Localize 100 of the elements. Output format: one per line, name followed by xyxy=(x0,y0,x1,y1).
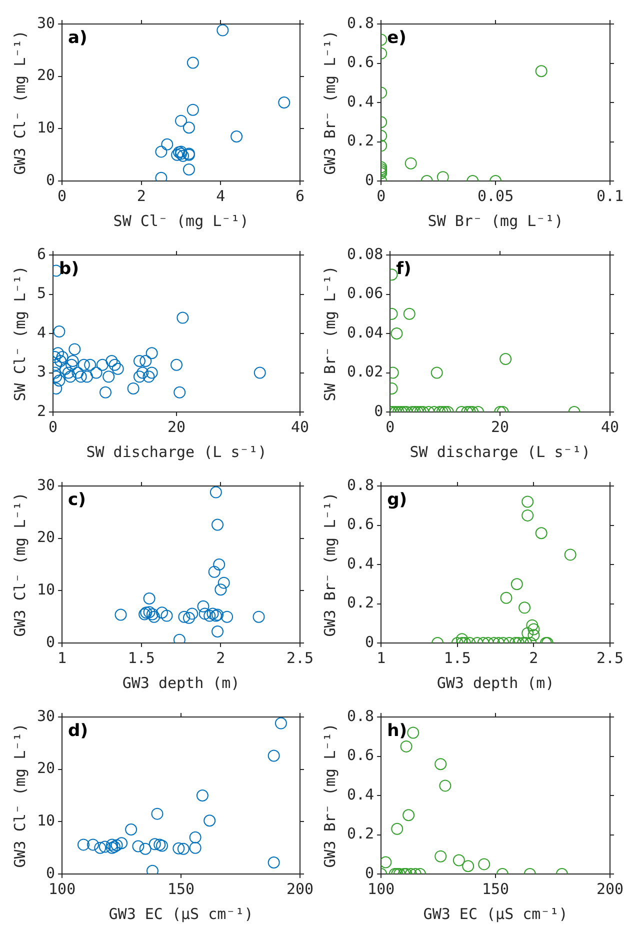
point xyxy=(66,354,79,367)
point xyxy=(268,750,280,762)
y-tick-label: 0.06 xyxy=(347,284,384,302)
x-tick-label: 150 xyxy=(167,880,195,898)
point xyxy=(68,343,81,356)
y-tick-label: 0.8 xyxy=(347,476,374,494)
point xyxy=(178,610,190,623)
x-tick-label: 0 xyxy=(58,186,67,205)
y-tick-label: 0.2 xyxy=(347,132,374,150)
point xyxy=(182,163,195,176)
point xyxy=(434,758,447,770)
point xyxy=(214,584,227,596)
x-tick-label: 40 xyxy=(290,418,310,436)
x-tick-label: 1.5 xyxy=(444,648,471,667)
point xyxy=(114,608,127,621)
y-axis-title: GW3 Br⁻ (mg L⁻¹) xyxy=(320,723,339,868)
point xyxy=(100,386,112,398)
point xyxy=(84,358,96,371)
point xyxy=(80,370,93,383)
point xyxy=(522,509,534,522)
y-tick-label: 20 xyxy=(37,66,56,84)
point xyxy=(182,612,195,624)
point xyxy=(94,842,106,854)
point xyxy=(110,839,123,852)
point xyxy=(390,328,403,340)
point xyxy=(197,600,210,612)
point xyxy=(171,148,184,161)
point xyxy=(564,548,576,561)
y-axis-title: GW3 Br⁻ (mg L⁻¹) xyxy=(320,30,339,175)
y-tick-label: 0.02 xyxy=(347,362,384,381)
x-tick-label: 200 xyxy=(286,880,314,898)
point xyxy=(216,24,229,36)
x-axis-title: SW discharge (L s⁻¹) xyxy=(86,442,267,461)
y-tick-label: 0 xyxy=(46,632,56,651)
annotation: f) xyxy=(396,258,412,279)
x-tick-label: 2 xyxy=(216,648,226,667)
point xyxy=(90,366,102,379)
y-tick-label: 3 xyxy=(37,362,46,381)
point xyxy=(148,610,160,623)
x-tick-label: 150 xyxy=(482,880,510,898)
x-tick-label: 2 xyxy=(136,186,146,205)
y-tick-label: 0.4 xyxy=(347,92,374,110)
y-tick-label: 4 xyxy=(37,323,46,342)
x-axis-title: GW3 EC (µS cm⁻¹) xyxy=(108,904,254,923)
x-tick-label: 4 xyxy=(216,186,226,205)
point xyxy=(204,610,216,622)
point xyxy=(186,104,199,116)
y-tick-label: 20 xyxy=(37,759,56,778)
x-tick-label: 0.1 xyxy=(596,186,624,205)
point xyxy=(53,374,66,387)
point xyxy=(204,814,216,827)
point xyxy=(66,358,78,371)
point xyxy=(189,842,202,854)
annotation: e) xyxy=(387,28,406,48)
point xyxy=(78,358,90,371)
annotation: c) xyxy=(68,490,86,510)
y-tick-label: 0.6 xyxy=(347,515,374,534)
point xyxy=(176,312,189,324)
y-tick-label: 0.8 xyxy=(347,14,374,32)
point xyxy=(140,354,152,367)
point xyxy=(208,566,220,578)
annotation: d) xyxy=(68,720,88,741)
point xyxy=(213,558,226,570)
x-tick-label: 2.5 xyxy=(596,648,624,667)
x-tick-label: 0 xyxy=(386,418,395,436)
point xyxy=(125,824,138,836)
annotation: h) xyxy=(387,720,407,741)
point xyxy=(206,608,219,620)
point xyxy=(156,606,168,619)
y-tick-label: 0.08 xyxy=(347,244,384,263)
x-tick-label: 2.5 xyxy=(286,648,314,667)
point xyxy=(254,366,266,379)
x-axis-title: SW Cl⁻ (mg L⁻¹) xyxy=(113,212,249,230)
point xyxy=(400,740,412,752)
point xyxy=(182,122,195,134)
point xyxy=(133,354,146,367)
point xyxy=(522,496,534,508)
annotation: a) xyxy=(68,28,88,48)
point xyxy=(177,842,190,855)
y-tick-label: 10 xyxy=(37,118,56,137)
point xyxy=(268,856,280,868)
point xyxy=(74,370,87,383)
point xyxy=(96,358,108,371)
point xyxy=(210,486,222,498)
point xyxy=(64,370,76,383)
point xyxy=(112,362,124,375)
point xyxy=(143,592,156,605)
x-tick-label: 1 xyxy=(58,648,67,667)
x-tick-label: 20 xyxy=(167,418,186,436)
point xyxy=(274,717,287,730)
point xyxy=(252,610,265,623)
point xyxy=(108,358,121,371)
x-axis-title: GW3 depth (m) xyxy=(122,674,240,692)
y-axis-title: GW3 Cl⁻ (mg L⁻¹) xyxy=(10,30,29,175)
y-tick-label: 0.6 xyxy=(347,53,374,72)
y-axis-title: GW3 Cl⁻ (mg L⁻¹) xyxy=(10,723,29,868)
x-tick-label: 1.5 xyxy=(128,648,155,667)
x-tick-label: 2 xyxy=(529,648,538,667)
point xyxy=(106,354,118,367)
x-tick-label: 0.05 xyxy=(477,186,514,205)
